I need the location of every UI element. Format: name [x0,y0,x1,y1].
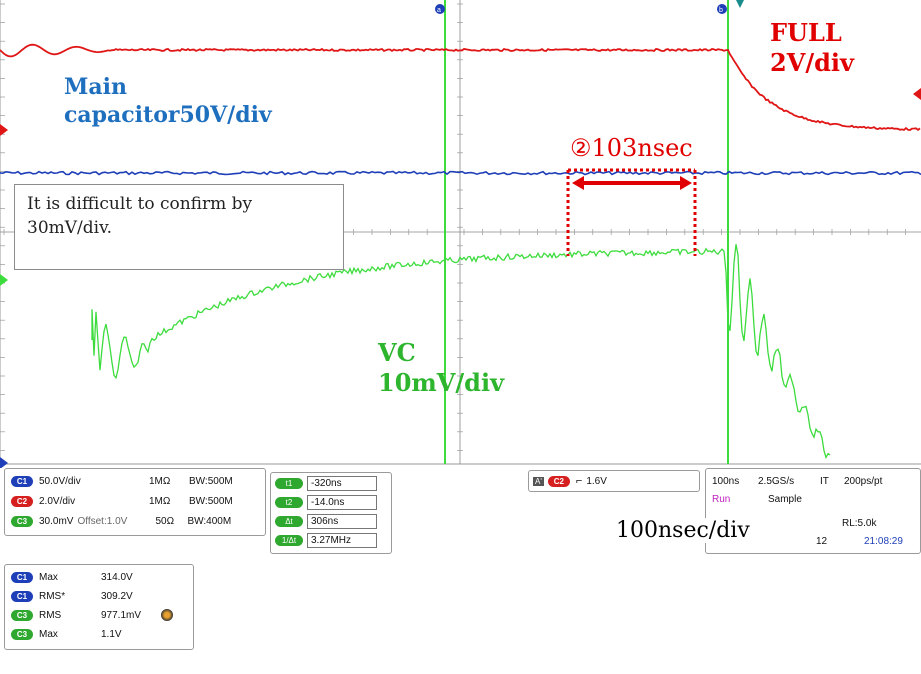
measurement-row: C3 Max 1.1V [11,626,122,642]
ch1-level-marker [0,457,8,469]
ch2-badge: C2 [11,495,33,507]
vc-label-line2: 10mV/div [378,368,505,397]
full-label-line1: FULL [770,18,842,47]
cursor-readout-panel[interactable]: t1 -320ns t2 -14.0ns Δt 306ns 1/Δt 3.27M… [270,472,392,554]
cursor-row: t2 -14.0ns [275,494,377,510]
ch2-impedance: 1MΩ [149,495,171,507]
trigger-position-marker [736,0,744,8]
meas-value: 1.1V [101,628,122,640]
cursor-row: Δt 306ns [275,513,377,529]
run-status: Run [712,493,731,505]
ch1-bandwidth: BW:500M [189,475,233,487]
it-label: IT [820,475,829,487]
vc-label-line1: VC [378,338,416,367]
ch2-bandwidth: BW:500M [189,495,233,507]
cursor-t1-value: -320ns [307,475,377,491]
ch1-scale: 50.0V/div [39,475,81,487]
cursor-freq-value: 3.27MHz [307,532,377,548]
cursor-t2-badge: t2 [275,496,303,508]
timebase-row: Run Sample [712,491,802,507]
rising-edge-icon: ⌐ [575,475,583,487]
cursor-row: t1 -320ns [275,475,377,491]
ch2-level-marker [0,124,8,136]
cursor-a-label: a [437,7,441,14]
cursor-t2-value: -14.0ns [307,494,377,510]
measurement-row: C1 RMS* 309.2V [11,588,133,604]
ch3-scale: 30.0mV [39,515,74,527]
meas-channel-badge: C1 [11,590,33,602]
cursor-freq-badge: 1/Δt [275,534,303,546]
full-label-line2: 2V/div [770,48,854,77]
cursor-delta-value: 306ns [307,513,377,529]
ch2-offscreen-marker [913,88,921,100]
clock-time: 21:08:29 [864,535,903,547]
channel-row[interactable]: C1 50.0V/div 1MΩ BW:500M [11,473,233,489]
ch1-impedance: 1MΩ [149,475,171,487]
measurement-arrow-right-head [680,176,692,190]
note-box: It is difficult to confirm by 30mV/div. [14,184,344,270]
channel-row[interactable]: C3 30.0mV Offset:1.0V 50Ω BW:400M [11,513,231,529]
time-scale: 100ns [712,475,740,487]
ch1-waveform [0,170,921,176]
main-capacitor-label: Main capacitor50V/div [64,74,272,129]
channel-settings-panel[interactable]: C1 50.0V/div 1MΩ BW:500M C2 2.0V/div 1MΩ… [4,468,266,536]
acquisition-mode: Sample [768,493,802,505]
main-label-line2: capacitor50V/div [64,101,272,128]
meas-channel-badge: C3 [11,609,33,621]
trigger-mode: A' [533,476,544,486]
timebase-row: 100ns 2.5GS/s IT 200ps/pt [712,473,882,489]
frame-number: 12 [816,535,828,547]
meas-channel-badge: C3 [11,628,33,640]
meas-name: Max [39,571,58,583]
measurement-label: ②103nsec [570,134,693,162]
measurement-row: C1 Max 314.0V [11,569,133,585]
cursor-b-label: b [719,7,723,14]
measurement-row: C3 RMS 977.1mV [11,607,173,623]
ch3-offset: Offset:1.0V [77,515,128,527]
trigger-panel[interactable]: A' C2 ⌐ 1.6V [528,470,700,492]
ch3-badge: C3 [11,515,33,527]
cursor-t1-badge: t1 [275,477,303,489]
time-per-div-label: 100nsec/div [614,518,752,543]
statistics-icon[interactable] [161,609,173,621]
trigger-row: A' C2 ⌐ 1.6V [533,473,607,489]
trigger-channel-badge: C2 [547,475,570,487]
main-label-line1: Main [64,74,127,100]
timebase-panel[interactable]: 100ns 2.5GS/s IT 200ps/pt Run Sample RL:… [705,468,921,554]
full-label: FULL 2V/div [770,18,854,78]
resolution: 200ps/pt [844,475,883,487]
meas-channel-badge: C1 [11,571,33,583]
ch3-waveform [91,244,831,460]
meas-name: RMS [39,609,62,621]
meas-value: 977.1mV [101,609,142,621]
vc-label: VC 10mV/div [378,338,504,398]
cursor-row: 1/Δt 3.27MHz [275,532,377,548]
trigger-level: 1.6V [586,475,607,487]
channel-row[interactable]: C2 2.0V/div 1MΩ BW:500M [11,493,233,509]
cursor-delta-badge: Δt [275,515,303,527]
ch2-waveform [0,43,921,132]
meas-name: Max [39,628,58,640]
ch3-bandwidth: BW:400M [187,515,232,527]
measurement-arrow-left-head [572,176,584,190]
cursor-a-marker [435,4,445,14]
cursor-b-marker [717,4,727,14]
ch2-scale: 2.0V/div [39,495,76,507]
ch3-impedance: 50Ω [155,515,175,527]
sample-rate: 2.5GS/s [758,475,795,487]
measurement-panel[interactable]: C1 Max 314.0V C1 RMS* 309.2V C3 RMS 977.… [4,564,194,650]
meas-value: 309.2V [101,590,133,602]
ch1-badge: C1 [11,475,33,487]
ch3-level-marker [0,274,8,286]
record-length: RL:5.0k [842,517,877,529]
meas-name: RMS* [39,590,66,602]
meas-value: 314.0V [101,571,133,583]
